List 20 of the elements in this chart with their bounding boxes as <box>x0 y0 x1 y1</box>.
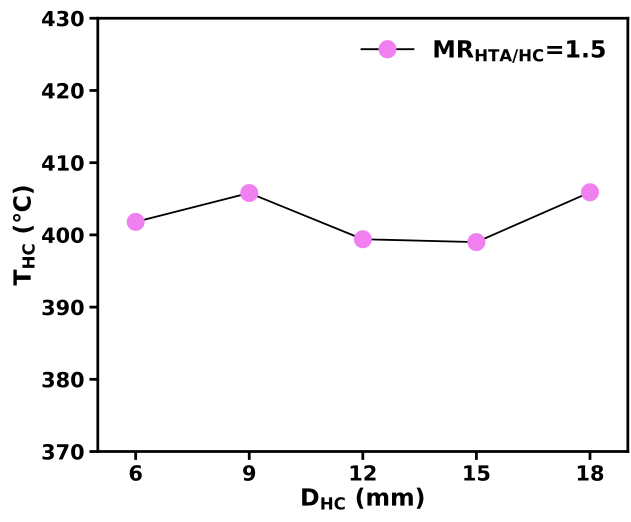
x-axis-title: D$_{HC}$ (mm) <box>302 488 424 510</box>
x-tick-label: 6 <box>130 465 142 481</box>
point <box>354 230 372 248</box>
x-tick-label: 9 <box>243 465 256 481</box>
y-axis-title: T$_{HC}$ (℃) <box>12 186 35 286</box>
point <box>467 233 486 252</box>
point <box>126 212 145 231</box>
y-tick-label: 430 <box>42 10 84 26</box>
y-tick-label: 420 <box>42 82 84 99</box>
y-tick-label: 390 <box>42 300 84 316</box>
point <box>240 184 258 202</box>
legend-label: MR$_{HTA/HC}$=1.5 <box>434 40 605 63</box>
x-tick-label: 12 <box>350 465 376 481</box>
point <box>580 183 600 202</box>
x-tick-label: 15 <box>464 465 490 481</box>
y-tick-label: 370 <box>42 444 84 460</box>
x-tick-label: 18 <box>578 465 604 481</box>
y-tick-label: 400 <box>42 227 84 244</box>
y-tick-label: 380 <box>42 372 84 388</box>
y-tick-label: 410 <box>42 155 84 171</box>
